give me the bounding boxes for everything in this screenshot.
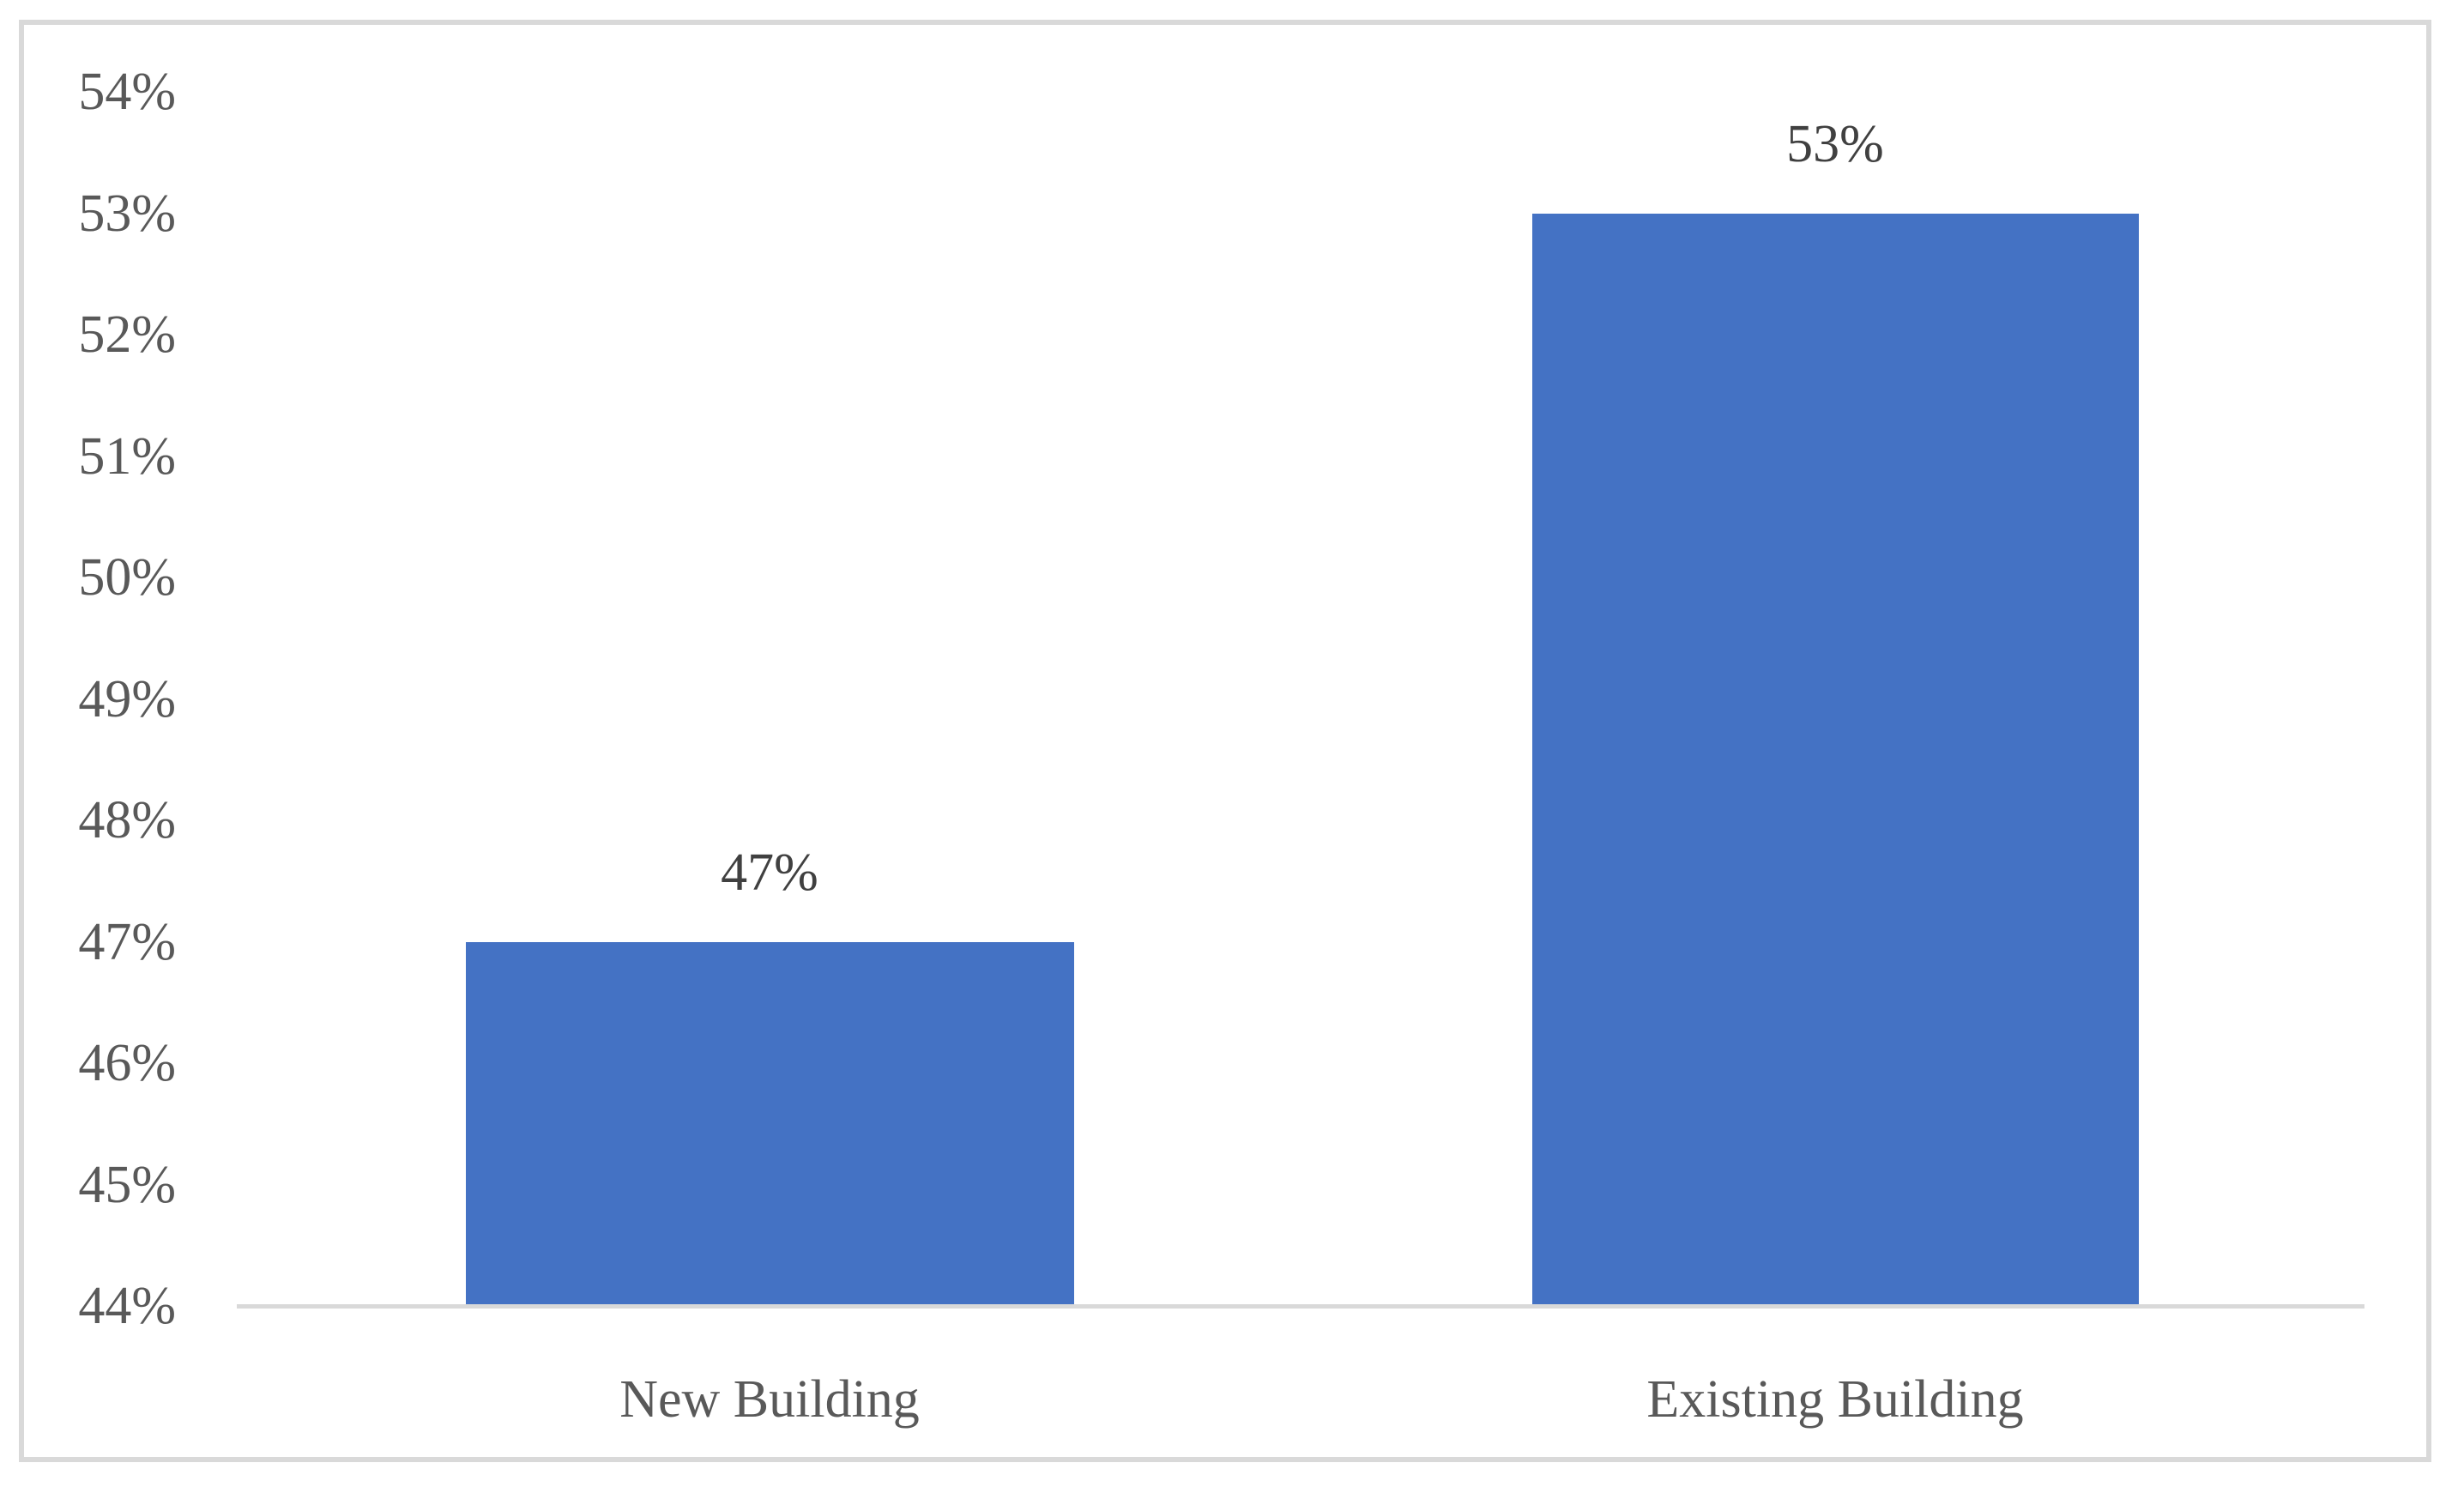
data-label: 53% [1786, 114, 1884, 173]
y-tick-label: 47% [78, 912, 176, 971]
category-label: New Building [619, 1370, 920, 1429]
y-tick-label: 45% [78, 1155, 176, 1214]
y-tick-label: 52% [78, 305, 176, 364]
y-tick-label: 50% [78, 548, 176, 607]
category-label: Existing Building [1646, 1370, 2024, 1429]
y-tick-label: 44% [78, 1277, 176, 1335]
bar-existing-building [1531, 213, 2139, 1306]
data-label: 47% [721, 843, 818, 902]
y-tick-label: 51% [78, 426, 176, 486]
bar-new-building [465, 941, 1074, 1306]
y-tick-label: 49% [78, 669, 176, 728]
x-axis-line [237, 1304, 2364, 1309]
y-tick-label: 46% [78, 1034, 176, 1092]
y-tick-label: 54% [78, 63, 176, 121]
y-tick-label: 53% [78, 184, 176, 243]
y-tick-label: 48% [78, 791, 176, 849]
